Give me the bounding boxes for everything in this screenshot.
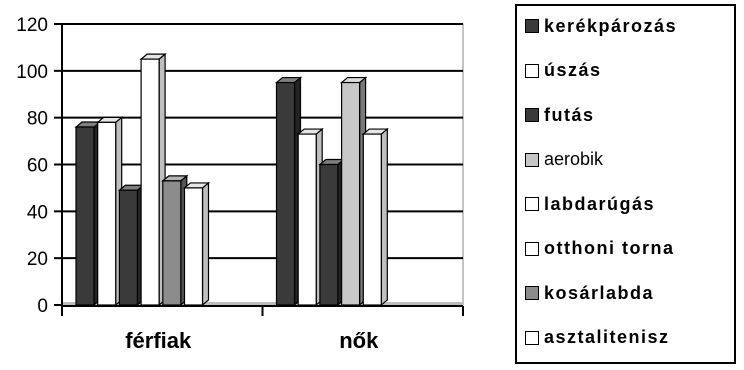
bar — [161, 174, 189, 307]
legend-label: úszás — [544, 60, 602, 80]
legend-label: kosárlabda — [544, 282, 655, 303]
y-tick-label: 40 — [27, 202, 48, 223]
bar — [74, 120, 102, 307]
bar — [361, 127, 389, 307]
legend-swatch — [525, 197, 539, 211]
bar — [339, 76, 368, 307]
y-tick-label: 20 — [27, 249, 48, 270]
floor-strip — [62, 302, 463, 306]
category-label: nők — [339, 328, 379, 353]
bar-front — [362, 133, 382, 306]
bars — [74, 52, 389, 307]
legend-swatch — [525, 19, 539, 33]
bar — [274, 76, 303, 307]
legend-item: otthoni torna — [525, 237, 674, 261]
bar-side — [201, 181, 210, 307]
legend-label: asztalitenisz — [544, 327, 670, 347]
legend-item: kosárlabda — [525, 281, 654, 305]
bar — [117, 183, 146, 307]
bar — [296, 127, 324, 307]
legend-label: otthoni torna — [544, 238, 675, 258]
bar — [96, 116, 124, 307]
legend-swatch — [525, 241, 539, 256]
bar — [182, 181, 211, 307]
legend-swatch — [525, 286, 539, 300]
legend: kerékpározás úszás futás aerobik labdarúgás o… — [515, 4, 736, 364]
bar — [139, 52, 167, 307]
y-tick-label: 80 — [27, 109, 48, 130]
y-tick-label: 60 — [27, 156, 48, 177]
legend-swatch — [525, 152, 539, 167]
bar-front — [97, 121, 117, 306]
legend-swatch — [525, 108, 539, 122]
bar-front — [140, 58, 160, 306]
legend-item: úszás — [525, 59, 602, 83]
gridlines — [54, 23, 463, 306]
axes — [61, 24, 464, 316]
legend-item: labdarúgás — [525, 192, 655, 216]
legend-label: futás — [544, 104, 595, 125]
legend-item: asztalitenisz — [525, 326, 670, 350]
y-tick-label: 120 — [16, 15, 48, 36]
legend-label: kerékpározás — [544, 15, 678, 36]
legend-label: labdarúgás — [544, 193, 656, 214]
bar-front — [275, 81, 296, 306]
bar-chart: 0 20 40 60 80 100 120 férfiak nők — [16, 15, 464, 353]
bar-front — [162, 180, 182, 306]
bar-front — [118, 189, 139, 306]
y-tick-label: 0 — [37, 296, 48, 317]
legend-item: aerobik — [525, 148, 603, 172]
y-tick-labels: 0 20 40 60 80 100 120 — [16, 15, 48, 317]
legend-swatch — [525, 63, 539, 78]
category-label: férfiak — [125, 328, 192, 353]
category-labels: férfiak nők — [125, 328, 379, 353]
legend-item: kerékpározás — [525, 14, 677, 38]
bar-front — [341, 81, 361, 306]
bar-front — [297, 133, 317, 306]
bar-front — [75, 126, 95, 306]
bar-side — [380, 127, 388, 307]
bar — [318, 158, 346, 307]
legend-label: aerobik — [544, 149, 604, 169]
bar-front — [319, 163, 339, 306]
legend-swatch — [525, 330, 539, 345]
y-tick-label: 100 — [16, 62, 48, 83]
bar-front — [183, 187, 204, 306]
legend-item: futás — [525, 103, 595, 127]
